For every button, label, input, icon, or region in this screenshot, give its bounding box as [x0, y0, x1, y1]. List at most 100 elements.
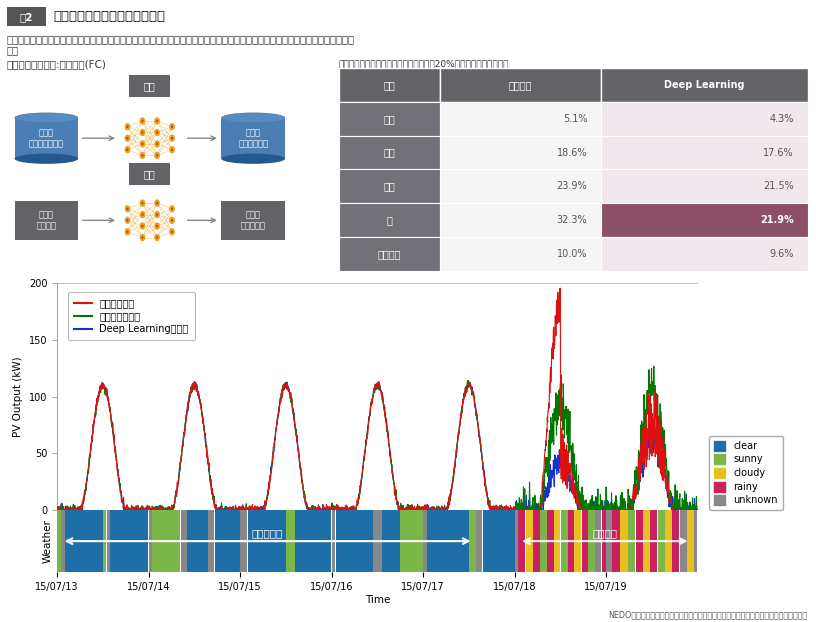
- Text: 快晴: 快晴: [384, 114, 395, 124]
- Bar: [606, 510, 611, 572]
- Circle shape: [171, 126, 173, 128]
- Circle shape: [141, 202, 144, 204]
- Bar: [601, 203, 808, 237]
- Text: 推論: 推論: [144, 169, 156, 179]
- Text: 学習: 学習: [144, 81, 156, 91]
- Bar: [526, 510, 533, 572]
- Bar: [440, 102, 601, 136]
- Bar: [568, 510, 574, 572]
- Bar: [215, 510, 240, 572]
- Circle shape: [156, 236, 158, 239]
- Circle shape: [141, 131, 144, 134]
- Bar: [612, 510, 620, 572]
- Circle shape: [126, 219, 128, 221]
- Bar: [601, 102, 808, 136]
- Y-axis label: Weather: Weather: [43, 519, 53, 563]
- Circle shape: [156, 119, 158, 122]
- Bar: [582, 510, 588, 572]
- Bar: [240, 510, 247, 572]
- Ellipse shape: [221, 154, 285, 164]
- Circle shape: [125, 123, 131, 131]
- Bar: [588, 510, 595, 572]
- Circle shape: [154, 140, 160, 147]
- 発電量実測値: [555, 284, 565, 292]
- Text: Deep Learning: Deep Learning: [664, 80, 745, 90]
- Text: 曇り・雨: 曇り・雨: [592, 528, 617, 538]
- Circle shape: [125, 205, 131, 213]
- Circle shape: [169, 216, 175, 224]
- Bar: [107, 510, 110, 572]
- Bar: [518, 510, 526, 572]
- Text: 17.6%: 17.6%: [763, 147, 794, 157]
- 発電量実測値: [412, 505, 422, 513]
- Text: 明日の
発電量予測: 明日の 発電量予測: [241, 211, 266, 230]
- Ellipse shape: [15, 113, 78, 122]
- Circle shape: [154, 129, 160, 136]
- 発電量実測値: [52, 505, 62, 513]
- Text: 過去の
発電量データ: 過去の 発電量データ: [238, 129, 268, 148]
- Bar: [658, 510, 664, 572]
- Text: 21.9%: 21.9%: [760, 215, 794, 225]
- Bar: [440, 68, 601, 102]
- Bar: [628, 510, 636, 572]
- Bar: [636, 510, 643, 572]
- Text: 18.6%: 18.6%: [557, 147, 588, 157]
- Text: 図2: 図2: [20, 12, 33, 22]
- Circle shape: [171, 137, 173, 139]
- Circle shape: [140, 118, 145, 124]
- Circle shape: [126, 231, 128, 233]
- 発電量実測値: [615, 506, 625, 514]
- Bar: [373, 510, 382, 572]
- Text: 23.9%: 23.9%: [557, 182, 588, 192]
- Circle shape: [141, 119, 144, 122]
- Bar: [665, 510, 672, 572]
- Bar: [643, 510, 650, 572]
- 既存手法推定値: [52, 505, 62, 513]
- Bar: [650, 510, 658, 572]
- Circle shape: [126, 149, 128, 151]
- Circle shape: [141, 142, 144, 145]
- Bar: [694, 510, 698, 572]
- Text: 32.3%: 32.3%: [557, 215, 588, 225]
- Circle shape: [140, 129, 145, 136]
- Line: 発電量実測値: 発電量実測値: [57, 288, 698, 510]
- Circle shape: [125, 134, 131, 142]
- Text: 天候不明: 天候不明: [377, 249, 401, 259]
- Circle shape: [156, 213, 158, 216]
- Y-axis label: PV Output (kW): PV Output (kW): [13, 356, 24, 437]
- Bar: [15, 118, 78, 159]
- Bar: [477, 510, 482, 572]
- Circle shape: [126, 208, 128, 210]
- 発電量実測値: [533, 506, 543, 514]
- Text: NEDOフランス・リヨン再開発地域におけるスマートコミュニティ実証事業データを活用: NEDOフランス・リヨン再開発地域におけるスマートコミュニティ実証事業データを活…: [609, 610, 808, 619]
- Circle shape: [140, 152, 145, 159]
- Circle shape: [126, 126, 128, 128]
- Circle shape: [125, 216, 131, 224]
- Deep Learning推定値: [344, 506, 354, 514]
- Circle shape: [156, 202, 158, 204]
- Text: 明日の
気象予報: 明日の 気象予報: [37, 211, 56, 230]
- Circle shape: [140, 200, 145, 207]
- 既存手法推定値: [615, 506, 625, 514]
- Text: 過去の
気象予報データ: 過去の 気象予報データ: [29, 129, 64, 148]
- Bar: [103, 510, 106, 572]
- Ellipse shape: [15, 154, 78, 164]
- Bar: [247, 510, 286, 572]
- Line: 既存手法推定値: 既存手法推定値: [57, 366, 698, 510]
- Bar: [181, 510, 187, 572]
- Circle shape: [169, 123, 175, 131]
- 既存手法推定値: [533, 506, 543, 514]
- 既存手法推定値: [412, 506, 422, 514]
- Text: 天候: 天候: [384, 80, 395, 90]
- Bar: [680, 510, 686, 572]
- Circle shape: [126, 137, 128, 139]
- 発電量実測値: [52, 506, 62, 514]
- Bar: [339, 203, 440, 237]
- Bar: [440, 170, 601, 203]
- Circle shape: [156, 131, 158, 134]
- Bar: [469, 510, 476, 572]
- Bar: [401, 510, 423, 572]
- 既存手法推定値: [344, 506, 354, 514]
- Ellipse shape: [15, 113, 78, 123]
- Bar: [427, 510, 469, 572]
